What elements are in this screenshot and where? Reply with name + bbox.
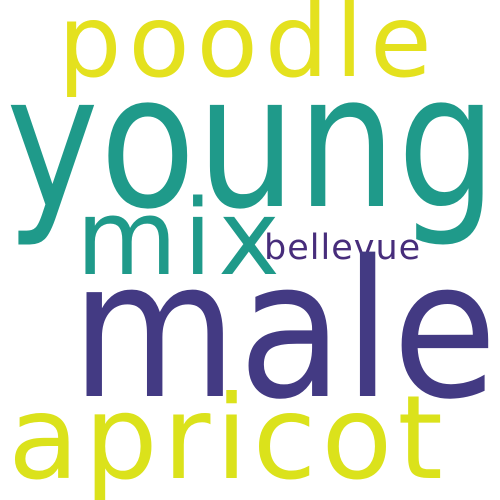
word-young: young <box>6 34 498 250</box>
word-male: male <box>71 220 499 441</box>
word-apricot: apricot <box>8 371 448 500</box>
word-mix: mix <box>76 177 286 299</box>
word-bellevue: bellevue <box>264 228 422 268</box>
word-poodle: poodle <box>58 0 439 100</box>
